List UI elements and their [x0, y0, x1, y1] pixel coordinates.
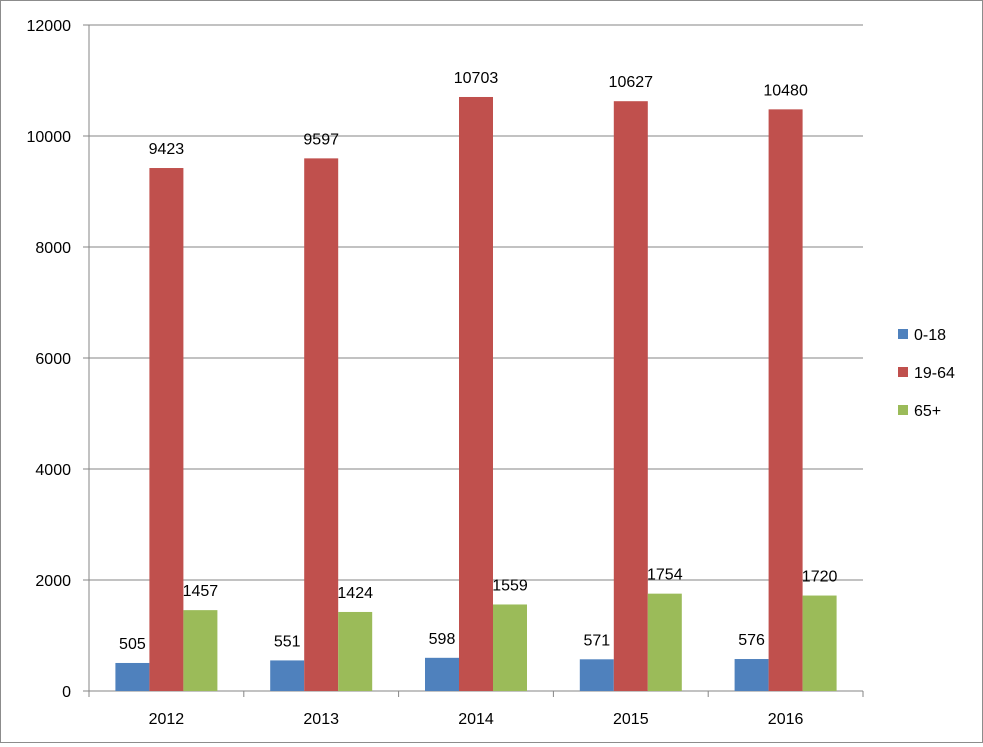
data-label: 10627 [609, 74, 654, 91]
legend: 0-18 19-64 65+ [898, 327, 955, 420]
y-tick-label: 6000 [35, 351, 71, 368]
legend-swatch-19-64 [898, 367, 908, 377]
data-label: 10703 [454, 70, 499, 87]
bars [115, 96, 837, 692]
data-label: 9423 [149, 141, 185, 158]
bar-65+-2015 [647, 593, 682, 691]
x-tick-label: 2012 [149, 711, 185, 728]
data-label: 1720 [802, 569, 838, 586]
data-label: 9597 [303, 131, 339, 148]
legend-swatch-65+ [898, 405, 908, 415]
bar-19-64-2015 [613, 101, 648, 692]
data-label: 551 [274, 633, 301, 650]
bar-19-64-2014 [459, 96, 493, 691]
y-tick-label: 8000 [35, 240, 71, 257]
bar-0-18-2016 [734, 659, 769, 691]
data-label: 10480 [763, 82, 808, 99]
bar-65+-2014 [493, 604, 527, 691]
x-tick-label: 2014 [458, 711, 494, 728]
y-tick-label: 2000 [35, 573, 71, 590]
data-label: 505 [119, 636, 146, 653]
x-tick-label: 2013 [303, 711, 339, 728]
bar-65+-2012 [183, 610, 218, 691]
legend-label: 0-18 [914, 327, 946, 344]
data-label: 1424 [337, 585, 373, 602]
bar-65+-2016 [802, 595, 837, 691]
data-label: 1559 [492, 577, 528, 594]
y-tick-label: 10000 [27, 129, 72, 146]
data-label: 1754 [647, 567, 683, 584]
y-tick-label: 4000 [35, 462, 71, 479]
data-label: 571 [583, 632, 610, 649]
bar-19-64-2013 [304, 158, 339, 691]
bar-0-18-2013 [270, 660, 305, 691]
bar-0-18-2015 [579, 659, 614, 691]
legend-label: 19-64 [914, 365, 955, 382]
y-tick-label: 0 [62, 684, 71, 701]
y-tick-label: 12000 [27, 18, 72, 35]
y-axis: 0 2000 4000 6000 8000 10000 12000 [27, 18, 90, 701]
x-tick-label: 2016 [768, 711, 804, 728]
bar-19-64-2016 [768, 109, 803, 692]
bar-0-18-2014 [425, 657, 459, 691]
bar-19-64-2012 [149, 168, 184, 691]
data-label: 576 [738, 632, 765, 649]
bar-0-18-2012 [115, 662, 150, 691]
x-axis: 2012 2013 2014 2015 2016 [88, 690, 864, 728]
legend-swatch-0-18 [898, 329, 908, 339]
legend-label: 65+ [914, 403, 941, 420]
data-label: 598 [429, 631, 456, 648]
data-labels: 505 551 598 571 576 9423 9597 10703 10627 10480 14… [119, 70, 837, 653]
data-label: 1457 [183, 583, 219, 600]
bar-65+-2013 [338, 611, 373, 691]
x-tick-label: 2015 [613, 711, 649, 728]
